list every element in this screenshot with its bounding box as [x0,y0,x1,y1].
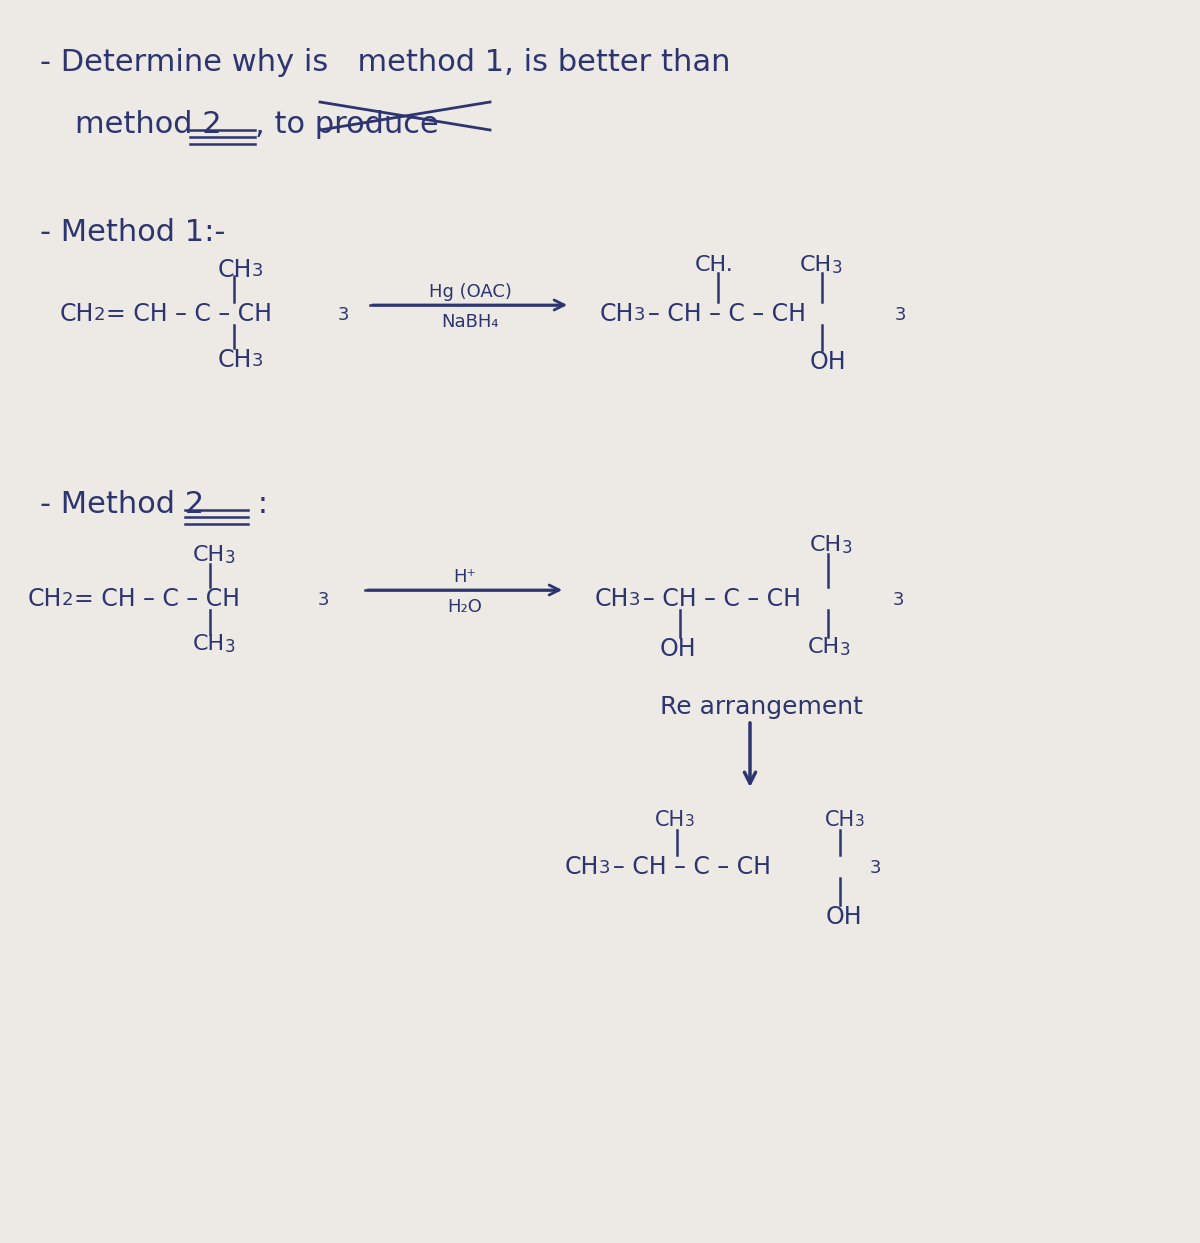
Text: 3: 3 [870,859,882,878]
Text: CH: CH [800,255,832,275]
Text: 2: 2 [62,590,73,609]
Text: 3: 3 [318,590,330,609]
Text: CH: CH [218,348,252,372]
Text: 3: 3 [252,352,264,370]
Text: 3: 3 [338,306,349,324]
Text: 3: 3 [634,306,646,324]
Text: 3: 3 [226,549,235,567]
Text: CH.: CH. [695,255,733,275]
Text: OH: OH [660,636,697,661]
Text: OH: OH [826,905,863,929]
Text: CH: CH [565,855,599,879]
Text: 3: 3 [226,638,235,656]
Text: CH: CH [826,810,856,830]
Text: 3: 3 [842,539,853,557]
Text: 3: 3 [629,590,641,609]
Text: H⁺: H⁺ [454,568,476,585]
Text: CH: CH [808,636,840,658]
Text: – CH – C – CH: – CH – C – CH [613,855,772,879]
Text: CH: CH [193,634,226,654]
Text: CH: CH [595,587,629,612]
Text: H₂O: H₂O [448,598,482,617]
Text: Hg (OAC): Hg (OAC) [428,283,511,301]
Text: - Method 2: - Method 2 [40,490,204,520]
Text: - Determine why is   method 1, is better than: - Determine why is method 1, is better t… [40,48,731,77]
Text: 3: 3 [685,814,695,829]
Text: = CH – C – CH: = CH – C – CH [74,587,240,612]
Text: method 2: method 2 [74,109,222,139]
Text: CH: CH [28,587,62,612]
Text: 3: 3 [854,814,865,829]
Text: OH: OH [810,351,847,374]
Text: Re arrangement: Re arrangement [660,695,863,718]
Text: CH: CH [218,259,252,282]
Text: – CH – C – CH: – CH – C – CH [643,587,802,612]
Text: 3: 3 [599,859,611,878]
Text: – CH – C – CH: – CH – C – CH [648,302,806,326]
Text: CH: CH [655,810,685,830]
Text: CH: CH [600,302,635,326]
Text: 3: 3 [840,641,851,659]
Text: CH: CH [193,544,226,566]
Text: , to produce: , to produce [256,109,439,139]
Text: CH: CH [60,302,95,326]
Text: 3: 3 [252,262,264,280]
Text: :: : [248,490,268,520]
Text: 3: 3 [832,259,842,277]
Text: 2: 2 [94,306,106,324]
Text: = CH – C – CH: = CH – C – CH [106,302,272,326]
Text: CH: CH [810,534,842,556]
Text: 3: 3 [893,590,905,609]
Text: - Method 1:-: - Method 1:- [40,218,226,247]
Text: 3: 3 [895,306,906,324]
Text: NaBH₄: NaBH₄ [442,313,499,331]
